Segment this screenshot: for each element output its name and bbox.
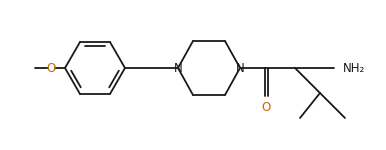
Text: O: O [262, 101, 271, 114]
Text: NH₂: NH₂ [343, 61, 365, 75]
Text: N: N [174, 61, 182, 75]
Text: O: O [46, 61, 56, 75]
Text: N: N [235, 61, 244, 75]
